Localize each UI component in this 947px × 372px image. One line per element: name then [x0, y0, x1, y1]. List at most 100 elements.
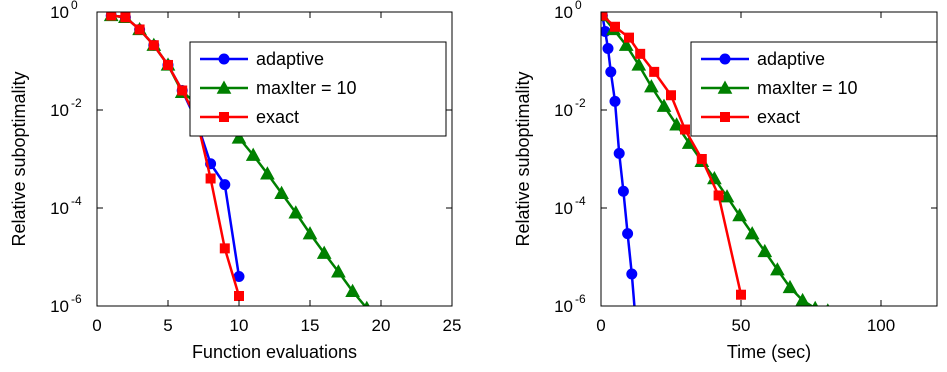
data-point [626, 268, 638, 280]
data-point [757, 243, 773, 258]
data-point [345, 283, 360, 297]
y-axis-label: Relative suboptimality [9, 71, 29, 246]
series-exact [601, 12, 746, 300]
data-point [106, 12, 117, 21]
series-line [601, 15, 636, 306]
x-tick-label: 5 [163, 316, 172, 335]
data-point [260, 166, 275, 180]
data-point [656, 98, 672, 112]
data-point [316, 245, 332, 259]
legend-label: exact [256, 107, 299, 127]
y-tick-exponent: -4 [71, 194, 82, 208]
data-point [669, 117, 684, 131]
y-tick-label: 10 [50, 297, 69, 316]
data-point [134, 24, 145, 35]
data-point [719, 189, 735, 203]
data-point [148, 40, 159, 51]
data-point [770, 262, 785, 276]
series-line [601, 14, 743, 295]
x-tick-label: 25 [443, 316, 462, 335]
data-point [610, 21, 620, 32]
data-point [649, 66, 660, 77]
legend-entry: maxIter = 10 [200, 78, 357, 98]
x-tick-label: 20 [372, 316, 391, 335]
y-tick-label: 10 [50, 3, 69, 22]
x-tick-label: 0 [596, 316, 605, 335]
data-point [631, 320, 641, 330]
y-tick-label: 10 [50, 101, 69, 120]
series-adaptive [601, 12, 641, 330]
y-tick-label: 10 [50, 199, 69, 218]
data-point [601, 12, 608, 21]
y-tick-exponent: -4 [575, 194, 586, 208]
data-point [245, 147, 261, 161]
data-point [177, 85, 188, 96]
x-tick-label: 50 [732, 316, 751, 335]
data-point [635, 48, 646, 59]
data-point [234, 290, 244, 301]
legend-entry: maxIter = 10 [701, 78, 858, 98]
legend: adaptive maxIter = 10 exact [189, 41, 447, 137]
legend-label: maxIter = 10 [757, 78, 858, 98]
y-tick-label: 10 [554, 297, 573, 316]
y-tick-exponent: -6 [575, 292, 586, 306]
data-point [205, 173, 216, 184]
data-point [219, 243, 230, 254]
x-tick-label: 10 [230, 316, 249, 335]
legend-marker [717, 80, 733, 94]
data-point [618, 37, 634, 51]
data-point [302, 226, 318, 240]
x-tick-label: 15 [301, 316, 320, 335]
data-point [617, 185, 629, 197]
y-tick-exponent: 0 [71, 0, 78, 12]
data-point [644, 79, 659, 93]
data-point [331, 264, 346, 278]
data-point [696, 154, 707, 164]
series-exact [106, 12, 244, 301]
legend-marker [219, 112, 229, 122]
data-point [622, 228, 634, 240]
x-axis-label: Time (sec) [727, 342, 811, 362]
plot-frame [96, 11, 453, 307]
legend-entry: exact [200, 107, 299, 127]
series-line [111, 14, 241, 297]
legend-entry: adaptive [701, 49, 825, 69]
data-point [732, 208, 747, 222]
data-point [744, 226, 760, 240]
data-point [613, 147, 625, 159]
legend-entry: exact [701, 107, 800, 127]
y-tick-exponent: 0 [575, 0, 582, 12]
y-axis-label: Relative suboptimality [513, 71, 533, 246]
data-point [666, 90, 676, 101]
data-point [713, 190, 724, 201]
x-tick-label: 100 [867, 316, 895, 335]
data-point [605, 66, 617, 78]
legend-label: exact [757, 107, 800, 127]
data-point [288, 205, 304, 219]
legend-marker [719, 53, 731, 65]
data-point [609, 95, 621, 107]
legend: adaptive maxIter = 10 exact [690, 41, 938, 137]
data-point [624, 32, 634, 43]
data-point [602, 42, 614, 54]
legend-marker [720, 112, 730, 122]
legend-marker [216, 80, 232, 94]
data-point [680, 124, 690, 135]
x-axis-label: Function evaluations [192, 342, 357, 362]
data-point [782, 279, 798, 294]
data-point [812, 300, 819, 306]
y-tick-exponent: -6 [71, 292, 82, 306]
data-point [219, 179, 231, 191]
plot-frame [600, 11, 938, 307]
data-point [231, 130, 247, 144]
legend-label: adaptive [256, 49, 324, 69]
y-tick-label: 10 [554, 3, 573, 22]
data-point [736, 289, 746, 300]
y-tick-exponent: -2 [71, 96, 82, 110]
data-point [631, 57, 647, 71]
y-tick-label: 10 [554, 101, 573, 120]
data-point [363, 300, 370, 306]
